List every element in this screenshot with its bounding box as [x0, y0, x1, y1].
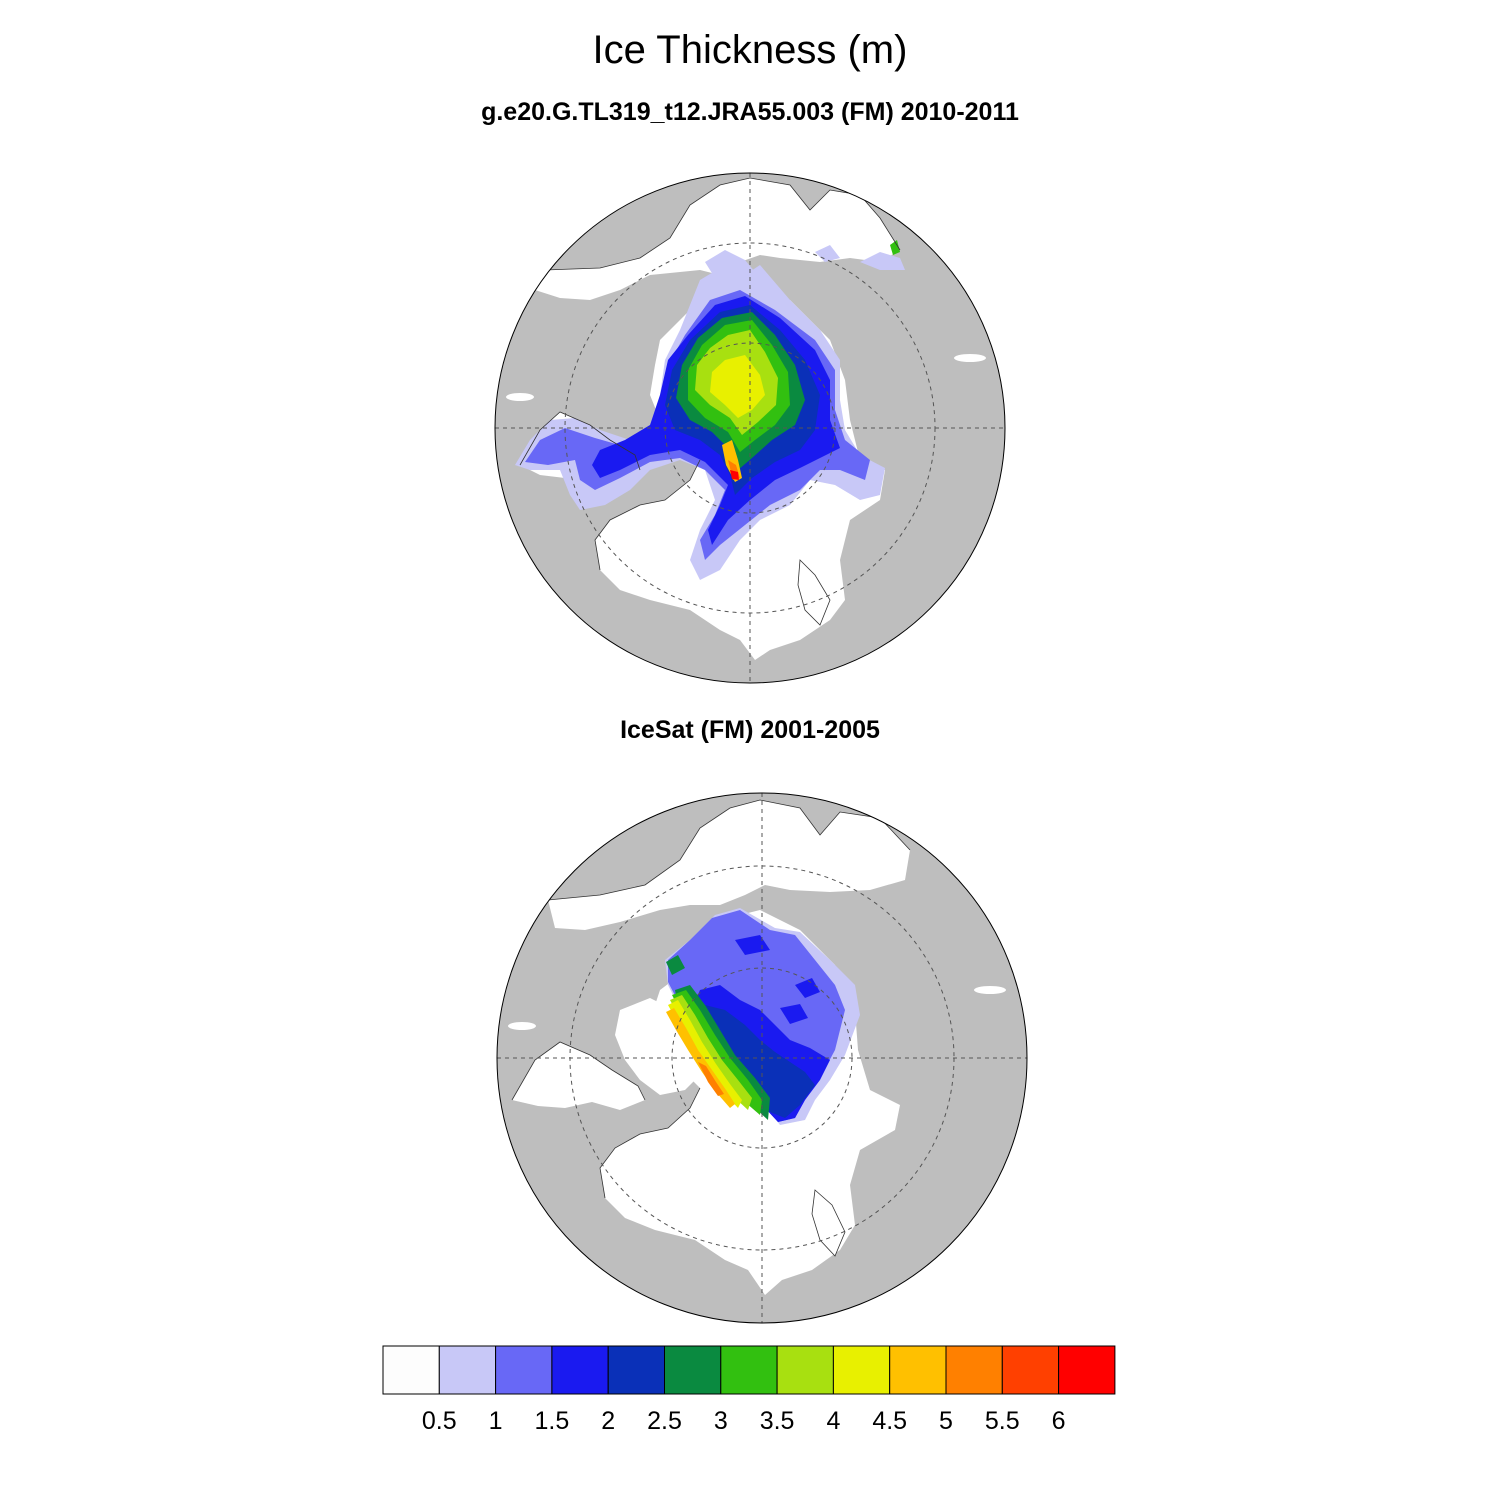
ice-blob-3: [735, 935, 770, 955]
colorbar-label: 5: [939, 1407, 953, 1435]
colorbar-swatch: [551, 1345, 609, 1395]
ice-2.5-3-north: [666, 955, 685, 975]
colorbar-label: 3: [714, 1407, 728, 1435]
ocean-lake-east: [974, 986, 1006, 994]
colorbar-swatch: [832, 1345, 891, 1395]
panel-icesat-map: [497, 793, 1027, 1323]
ocean-hudson-bay: [512, 1042, 645, 1110]
colorbar-swatch: [438, 1345, 497, 1395]
colorbar-label: 4: [826, 1407, 840, 1435]
ice-kamchatka-spot: [890, 240, 900, 255]
colorbar-swatch: [607, 1345, 666, 1395]
colorbar-swatch: [945, 1345, 1003, 1395]
colorbar-swatch: [382, 1345, 440, 1395]
panel-model-frame: [494, 172, 1006, 684]
ice-4-4.5: [710, 355, 765, 418]
ice-6-plus: [730, 470, 739, 480]
colorbar-label: 1.5: [535, 1407, 570, 1435]
colorbar-label: 4.5: [872, 1407, 907, 1435]
colorbar-swatch: [889, 1345, 947, 1395]
colorbar-label: 6: [1052, 1407, 1066, 1435]
ocean-lake-west: [508, 1022, 536, 1030]
coastlines: [511, 799, 911, 1257]
panel-icesat-title: IceSat (FM) 2001-2005: [620, 716, 880, 744]
colorbar-label: 5.5: [985, 1407, 1020, 1435]
graticule: [497, 793, 1027, 1323]
colorbar-label: 3.5: [760, 1407, 795, 1435]
ice-blob-1: [795, 978, 820, 998]
ice-thin-bering: [860, 252, 905, 270]
colorbar-swatch: [664, 1345, 722, 1395]
colorbar-label: 2: [601, 1407, 615, 1435]
ocean-lake-west: [506, 393, 534, 401]
ice-5-5.5: [698, 1062, 724, 1096]
panel-model-title: g.e20.G.TL319_t12.JRA55.003 (FM) 2010-20…: [481, 98, 1019, 126]
colorbar-label: 0.5: [422, 1407, 457, 1435]
colorbar-swatch: [1001, 1345, 1060, 1395]
ice-thin-pacific: [705, 250, 755, 280]
graticule: [495, 173, 1005, 683]
ice-blob-2: [780, 1004, 808, 1024]
colorbar-swatch: [495, 1345, 553, 1395]
ocean-north-pacific: [548, 800, 910, 930]
colorbar: 0.5 1 1.5 2 2.5 3 3.5 4 4.5 5 5.5 6: [382, 1345, 1116, 1435]
ice-2-2.5: [700, 1005, 815, 1118]
ocean-lake-east: [954, 354, 986, 362]
panel-model-map: [495, 173, 1005, 683]
panel-icesat-frame: [496, 792, 1028, 1324]
figure-title: Ice Thickness (m): [592, 28, 908, 72]
colorbar-swatch: [720, 1345, 778, 1395]
ice-4-4.5: [668, 1000, 742, 1108]
ocean-baltic: [798, 560, 830, 625]
colorbar-swatch: [1058, 1345, 1116, 1395]
colorbar-label: 1: [489, 1407, 503, 1435]
colorbar-label: 2.5: [647, 1407, 682, 1435]
ocean-canadian-archipelago: [615, 998, 700, 1095]
colorbar-swatch: [776, 1345, 834, 1395]
